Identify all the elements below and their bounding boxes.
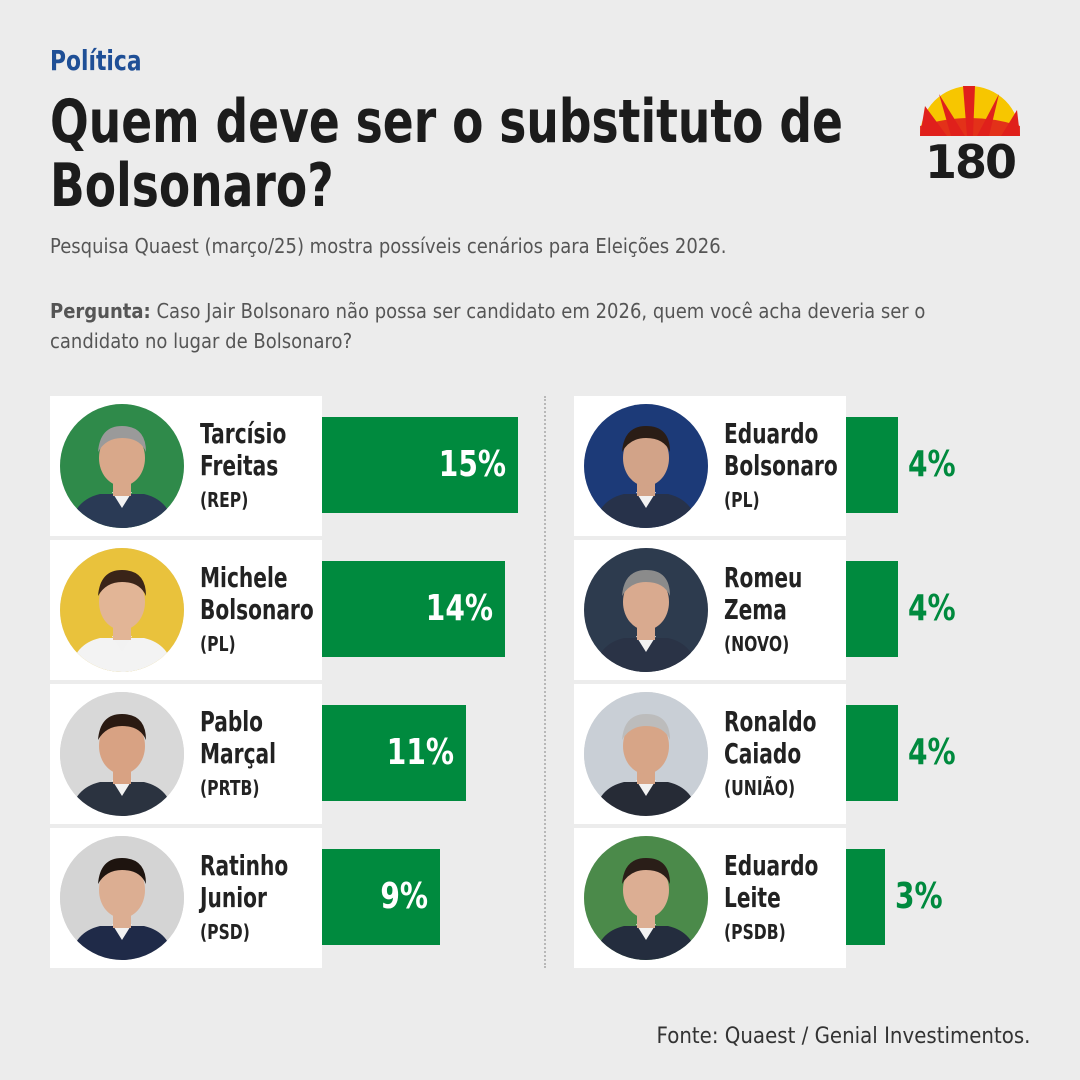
candidate-party: (PL) (724, 488, 760, 512)
title-line-1: Quem deve ser o substituto de (50, 87, 843, 157)
candidate-last-name: Junior (200, 881, 267, 914)
candidate-card-eduardo-leite: Eduardo Leite (PSDB) (574, 828, 846, 968)
data-label-eduardo-leite: 3% (895, 876, 943, 917)
candidate-party: (PSDB) (724, 920, 786, 944)
person-portrait-icon (584, 692, 708, 816)
candidate-first-name: Ratinho (200, 849, 289, 882)
candidate-name: Ratinho Junior (200, 850, 288, 914)
candidate-card-tarcisio-freitas: Tarcísio Freitas (REP) (50, 396, 322, 536)
bar-ratinho-junior (322, 849, 440, 945)
person-portrait-icon (60, 692, 184, 816)
bar-tarcisio-freitas (322, 417, 518, 513)
candidate-first-name: Eduardo (724, 417, 819, 450)
candidate-first-name: Michele (200, 561, 288, 594)
data-label-tarcisio-freitas: 15% (438, 444, 506, 485)
candidate-party: (PRTB) (200, 776, 260, 800)
candidate-name: Ronaldo Caiado (724, 706, 817, 770)
data-label-romeu-zema: 4% (908, 588, 956, 629)
data-label-pablo-marcal: 11% (386, 732, 454, 773)
bar-ronaldo-caiado (846, 705, 898, 801)
person-portrait-icon (584, 548, 708, 672)
candidate-party: (PL) (200, 632, 236, 656)
title-line-2: Bolsonaro? (50, 151, 334, 221)
candidate-first-name: Eduardo (724, 849, 819, 882)
bar-romeu-zema (846, 561, 898, 657)
candidate-name: Eduardo Bolsonaro (724, 418, 838, 482)
data-label-ratinho-junior: 9% (380, 876, 428, 917)
candidate-last-name: Zema (724, 593, 787, 626)
candidate-photo (584, 548, 708, 672)
candidate-last-name: Bolsonaro (724, 449, 838, 482)
person-portrait-icon (60, 404, 184, 528)
candidate-name: Michele Bolsonaro (200, 562, 314, 626)
candidate-photo (584, 404, 708, 528)
candidate-photo (60, 548, 184, 672)
candidate-first-name: Pablo (200, 705, 264, 738)
candidate-photo (60, 836, 184, 960)
candidate-first-name: Romeu (724, 561, 803, 594)
candidate-last-name: Bolsonaro (200, 593, 314, 626)
candidate-card-michele-bolsonaro: Michele Bolsonaro (PL) (50, 540, 322, 680)
data-label-eduardo-bolsonaro: 4% (908, 444, 956, 485)
logo-text: 180 (925, 135, 1015, 184)
candidate-first-name: Ronaldo (724, 705, 817, 738)
candidate-photo (60, 692, 184, 816)
bar-eduardo-bolsonaro (846, 417, 898, 513)
person-portrait-icon (584, 404, 708, 528)
person-portrait-icon (60, 548, 184, 672)
candidate-photo (584, 836, 708, 960)
question: Pergunta: Caso Jair Bolsonaro não possa … (50, 296, 950, 356)
candidate-party: (NOVO) (724, 632, 790, 656)
bar-michele-bolsonaro (322, 561, 505, 657)
person-portrait-icon (60, 836, 184, 960)
column-divider (544, 396, 546, 968)
data-label-michele-bolsonaro: 14% (425, 588, 493, 629)
question-text: Caso Jair Bolsonaro não possa ser candid… (50, 299, 926, 353)
candidate-card-romeu-zema: Romeu Zema (NOVO) (574, 540, 846, 680)
candidate-photo (584, 692, 708, 816)
bar-eduardo-leite (846, 849, 885, 945)
subtitle: Pesquisa Quaest (março/25) mostra possív… (50, 234, 727, 258)
candidate-photo (60, 404, 184, 528)
question-label: Pergunta: (50, 299, 151, 323)
candidate-name: Pablo Marçal (200, 706, 276, 770)
candidate-party: (PSD) (200, 920, 250, 944)
candidate-name: Eduardo Leite (724, 850, 818, 914)
candidate-name: Tarcísio Freitas (200, 418, 286, 482)
candidate-last-name: Caiado (724, 737, 802, 770)
candidate-last-name: Leite (724, 881, 781, 914)
section-label: Política (50, 44, 142, 77)
data-label-ronaldo-caiado: 4% (908, 732, 956, 773)
candidate-party: (UNIÃO) (724, 776, 796, 800)
source-note: Fonte: Quaest / Genial Investimentos. (656, 1024, 1030, 1049)
brand-logo: 180 (915, 80, 1025, 189)
page-title: Quem deve ser o substituto de Bolsonaro? (50, 87, 843, 221)
candidate-first-name: Tarcísio (200, 417, 287, 450)
candidate-card-ronaldo-caiado: Ronaldo Caiado (UNIÃO) (574, 684, 846, 824)
candidate-last-name: Marçal (200, 737, 277, 770)
candidate-party: (REP) (200, 488, 249, 512)
candidate-last-name: Freitas (200, 449, 279, 482)
candidate-name: Romeu Zema (724, 562, 802, 626)
person-portrait-icon (584, 836, 708, 960)
logo-180-icon: 180 (920, 86, 1020, 189)
bar-pablo-marcal (322, 705, 466, 801)
candidate-card-eduardo-bolsonaro: Eduardo Bolsonaro (PL) (574, 396, 846, 536)
candidate-card-pablo-marcal: Pablo Marçal (PRTB) (50, 684, 322, 824)
candidate-card-ratinho-junior: Ratinho Junior (PSD) (50, 828, 322, 968)
